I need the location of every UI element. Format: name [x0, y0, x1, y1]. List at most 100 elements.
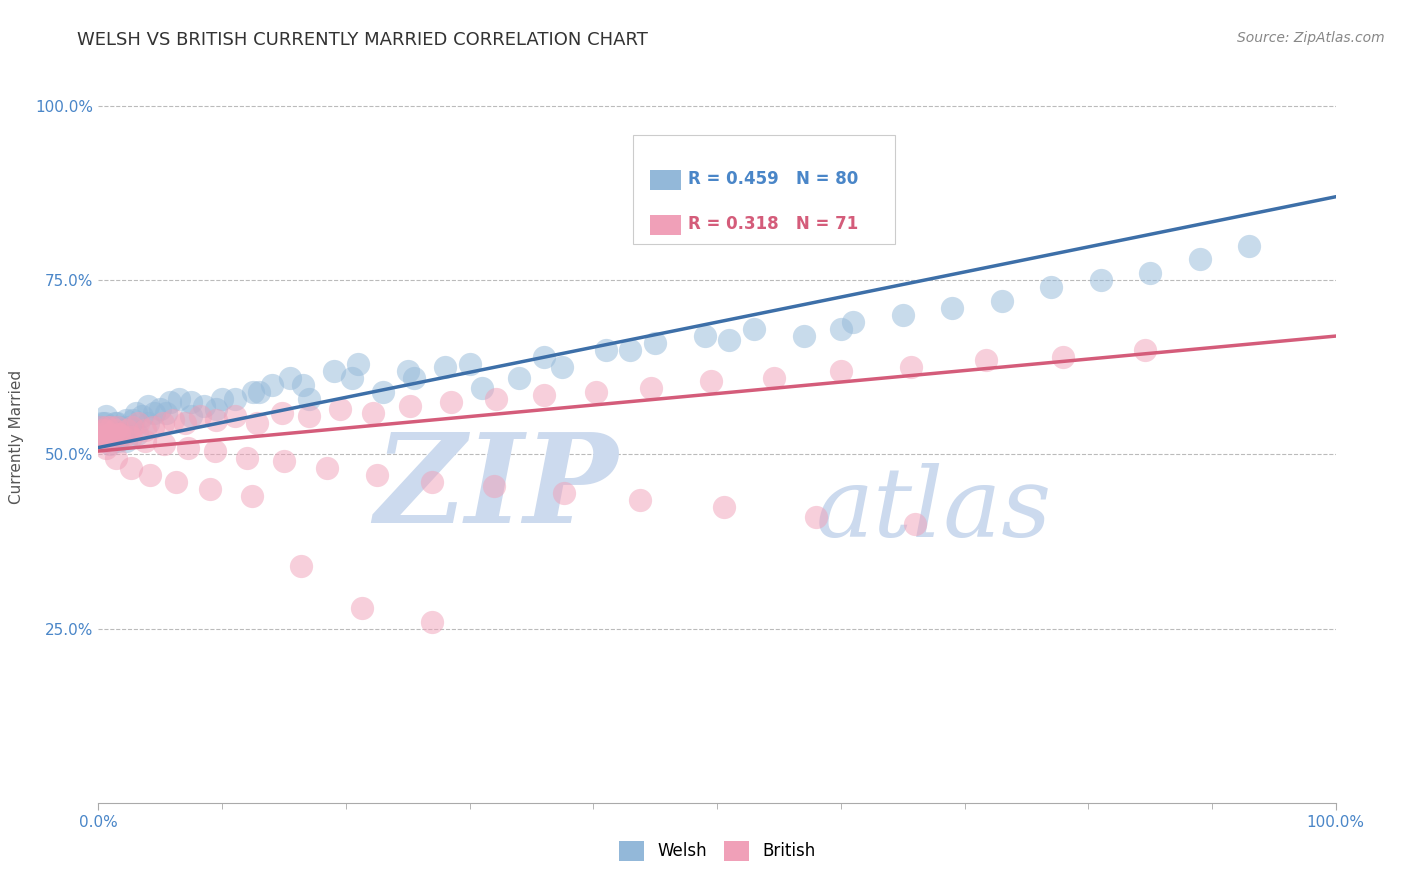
Point: [159, 395, 181, 409]
Point: [484, 392, 506, 406]
Point: [298, 409, 321, 424]
Point: [120, 461, 142, 475]
Point: [350, 600, 373, 615]
Point: [1040, 280, 1063, 294]
Point: [93, 434, 115, 448]
Point: [644, 336, 666, 351]
Point: [93, 423, 115, 437]
Point: [193, 399, 215, 413]
Point: [165, 475, 187, 490]
Point: [205, 412, 228, 426]
Point: [114, 412, 136, 426]
Point: [198, 483, 221, 497]
Point: [93, 416, 115, 430]
Point: [101, 430, 124, 444]
Point: [247, 384, 270, 399]
Point: [1139, 266, 1161, 280]
Point: [366, 468, 388, 483]
Point: [103, 416, 125, 430]
Point: [484, 479, 506, 493]
Text: R = 0.459   N = 80: R = 0.459 N = 80: [688, 170, 858, 188]
Point: [1052, 350, 1074, 364]
Point: [402, 371, 425, 385]
Point: [361, 406, 384, 420]
Point: [260, 377, 283, 392]
Point: [693, 329, 716, 343]
Point: [108, 426, 131, 441]
Point: [96, 419, 118, 434]
Point: [273, 454, 295, 468]
Point: [1090, 273, 1112, 287]
Point: [142, 419, 165, 434]
Legend: Welsh, British: Welsh, British: [612, 834, 823, 868]
Point: [713, 500, 735, 514]
Point: [640, 381, 662, 395]
Point: [533, 350, 555, 364]
Point: [224, 409, 246, 424]
Point: [105, 419, 128, 434]
Point: [842, 315, 865, 329]
Point: [553, 485, 575, 500]
Point: [793, 329, 815, 343]
Point: [90, 434, 112, 448]
Point: [108, 426, 131, 441]
Point: [224, 392, 246, 406]
Point: [167, 392, 190, 406]
Point: [316, 461, 339, 475]
Point: [122, 412, 145, 426]
Point: [322, 364, 344, 378]
Point: [131, 409, 153, 424]
Point: [211, 392, 233, 406]
Point: [246, 416, 269, 430]
Point: [585, 384, 607, 399]
Point: [804, 510, 827, 524]
Point: [242, 384, 264, 399]
Point: [91, 423, 114, 437]
Point: [440, 395, 463, 409]
Point: [990, 294, 1012, 309]
Point: [270, 406, 292, 420]
Point: [103, 426, 125, 441]
Point: [90, 419, 112, 434]
Point: [458, 357, 481, 371]
Point: [118, 419, 141, 434]
Point: [422, 475, 444, 490]
Point: [136, 399, 159, 413]
Point: [97, 419, 120, 434]
Point: [91, 423, 114, 437]
Text: Source: ZipAtlas.com: Source: ZipAtlas.com: [1237, 31, 1385, 45]
Point: [136, 416, 159, 430]
Y-axis label: Currently Married: Currently Married: [10, 370, 24, 504]
Point: [941, 301, 963, 316]
Point: [96, 426, 118, 441]
Point: [108, 430, 131, 444]
Text: ZIP: ZIP: [374, 427, 619, 549]
Point: [628, 492, 651, 507]
Point: [111, 423, 134, 437]
Point: [347, 357, 370, 371]
Point: [508, 371, 530, 385]
Point: [94, 434, 117, 448]
Point: [904, 517, 927, 532]
Point: [120, 430, 142, 444]
Point: [1237, 238, 1260, 252]
Point: [329, 402, 352, 417]
Point: [162, 412, 184, 426]
Point: [89, 426, 111, 441]
Point: [176, 441, 198, 455]
Point: [139, 468, 162, 483]
Point: [103, 423, 125, 437]
Point: [278, 371, 301, 385]
Point: [127, 416, 149, 430]
Point: [125, 426, 148, 441]
Point: [240, 489, 263, 503]
Point: [153, 437, 176, 451]
Point: [471, 381, 494, 395]
Point: [298, 392, 321, 406]
Point: [98, 437, 121, 451]
Point: [180, 395, 202, 409]
Point: [98, 426, 121, 441]
Point: [105, 416, 128, 430]
Point: [152, 416, 174, 430]
Point: [89, 419, 111, 434]
